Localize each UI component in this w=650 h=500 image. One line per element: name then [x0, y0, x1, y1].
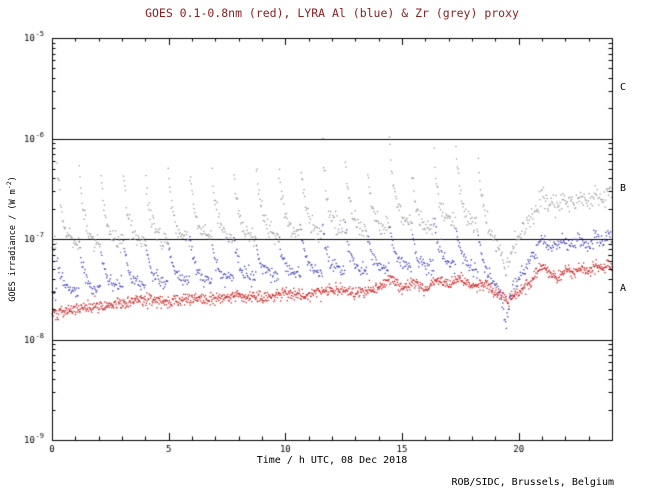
y-axis-label-close: ): [7, 176, 18, 182]
flare-class-label-b: B: [620, 182, 627, 194]
y-axis-label-text: GOES irradiance / (W m: [7, 189, 18, 302]
credit-text: ROB/SIDC, Brussels, Belgium: [451, 477, 614, 488]
x-axis-label: Time / h UTC, 08 Dec 2018: [256, 455, 408, 466]
flare-class-label-c: C: [620, 82, 627, 94]
y-axis-label: GOES irradiance / (W m-2): [5, 129, 19, 349]
y-axis-label-exponent: -2: [5, 181, 13, 190]
flare-class-label-a: A: [620, 283, 627, 295]
chart-title: GOES 0.1-0.8nm (red), LYRA Al (blue) & Z…: [145, 6, 519, 20]
